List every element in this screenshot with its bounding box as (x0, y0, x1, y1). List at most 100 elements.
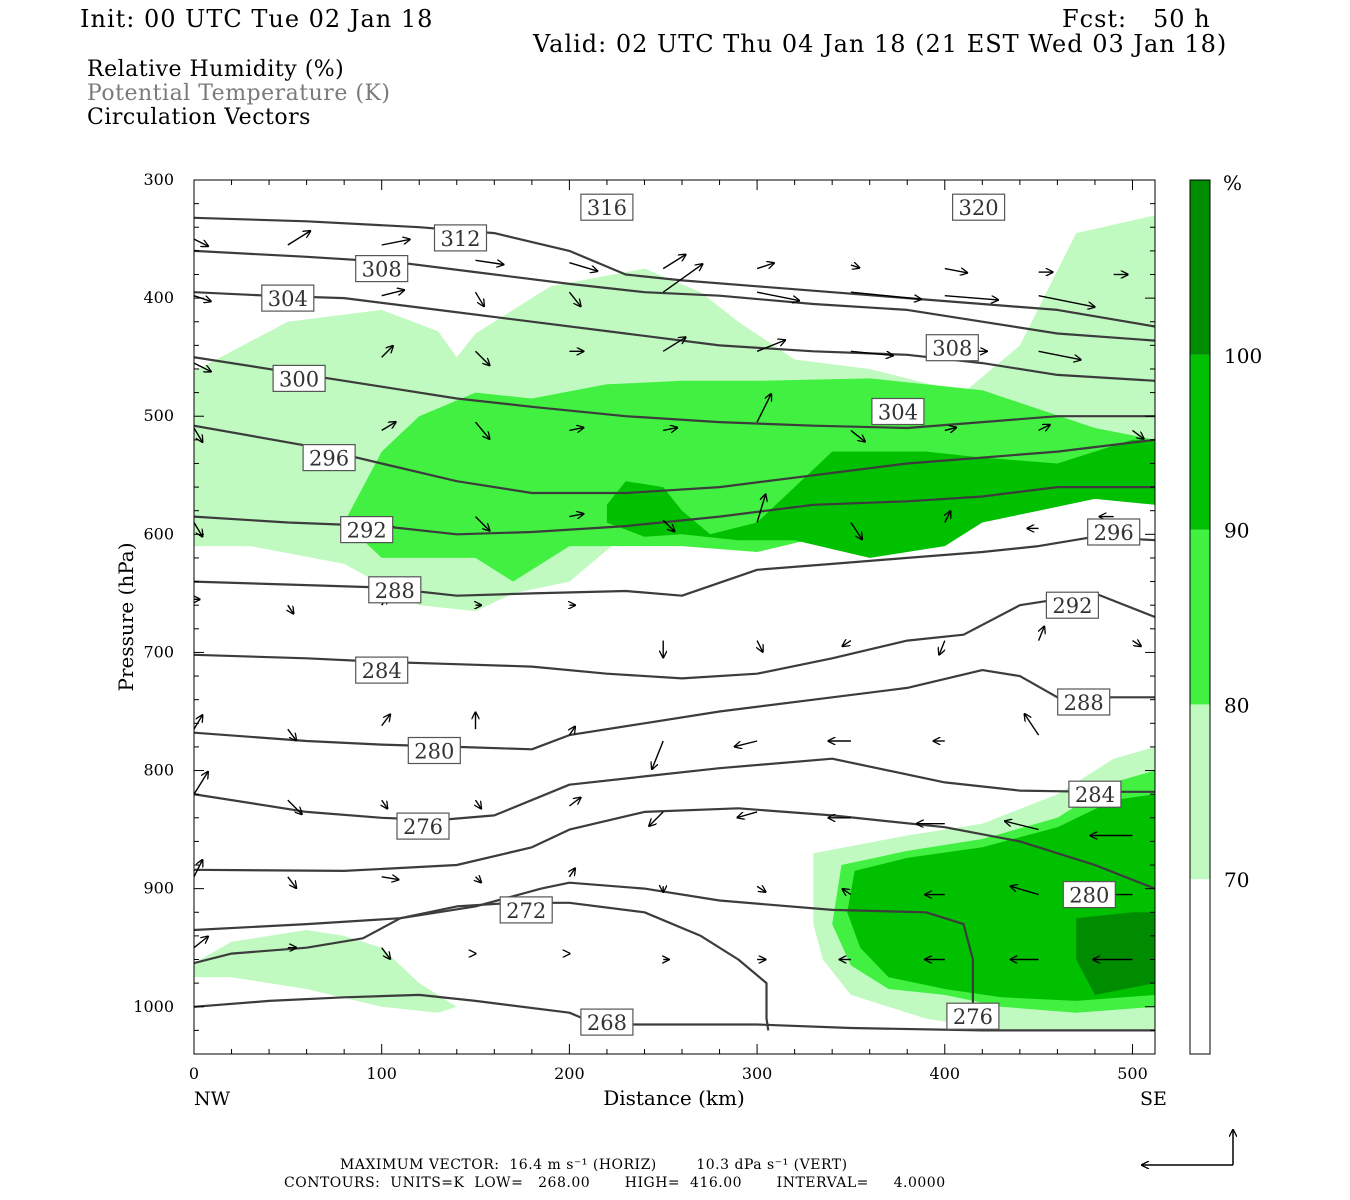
contour-label-box (951, 193, 1006, 221)
circulation-vector (476, 877, 482, 883)
contour-label-text: 272 (506, 899, 546, 923)
theta-contour-312 (194, 291, 1155, 382)
colorbar-segment (1190, 354, 1210, 530)
circulation-vector (1011, 886, 1039, 896)
colorbar-label: 80 (1224, 693, 1249, 717)
contour-label-text: 300 (279, 367, 319, 391)
y-tick-label: 600 (143, 524, 174, 543)
circulation-vector (569, 727, 575, 736)
colorbar-label: 100 (1224, 344, 1262, 368)
x-axis-left-end: NW (194, 1088, 231, 1110)
contour-label-text: 284 (362, 659, 402, 683)
circulation-vector (194, 772, 208, 795)
circulation-vector (381, 346, 393, 358)
contour-label-box (368, 576, 422, 604)
footer-contours: CONTOURS: UNITS=K LOW= 268.00 HIGH= 416.… (284, 1175, 946, 1191)
theta-contour-280 (194, 807, 1155, 890)
contour-label-text: 308 (932, 337, 972, 361)
contour-label: 308 (355, 255, 409, 283)
contour-label: 296 (1087, 518, 1141, 546)
circulation-vector (1038, 350, 1081, 359)
circulation-vector (381, 877, 399, 880)
contour-label-box (355, 255, 409, 283)
contour-label: 280 (407, 736, 461, 765)
contour-label-box (396, 812, 450, 840)
circulation-vector (757, 640, 763, 652)
circulation-vector (843, 641, 852, 647)
contour-label-text: 308 (362, 258, 402, 282)
circulation-vector (850, 350, 893, 355)
contour-label-text: 320 (959, 196, 999, 220)
circulation-vector (474, 291, 484, 306)
theta-contour-284 (194, 757, 1155, 822)
colorbar-segment (1190, 879, 1210, 1054)
contour-label-box (499, 896, 553, 924)
y-tick-label: 400 (143, 288, 174, 307)
valid-time: Valid: 02 UTC Thu 04 Jan 18 (21 EST Wed … (533, 30, 1228, 58)
circulation-vector (194, 427, 202, 442)
contour-label-box (261, 284, 315, 312)
circulation-vector (850, 291, 921, 299)
circulation-vector (194, 937, 208, 949)
circulation-vector (381, 290, 404, 297)
plot-frame (193, 179, 1156, 1055)
circulation-vector (568, 291, 580, 306)
circulation-vector (756, 340, 785, 352)
colorbar-label: 70 (1224, 868, 1249, 892)
y-axis-title: Pressure (hPa) (114, 543, 138, 692)
contour-label-box (1062, 880, 1116, 909)
circulation-vector (568, 798, 580, 807)
contour-label-text: 276 (403, 815, 443, 839)
circulation-vector (850, 522, 862, 540)
circulation-vector (662, 519, 674, 531)
circulation-vector (569, 428, 583, 431)
contour-label-box (946, 1002, 1000, 1030)
circulation-vector (1005, 821, 1039, 831)
rh-region-70 (194, 930, 457, 1013)
circulation-vector (194, 715, 202, 730)
contour-label: 272 (499, 896, 553, 924)
x-tick-label: 500 (1117, 1064, 1148, 1083)
theta-contour-276 (194, 881, 974, 1021)
circulation-vector (475, 350, 490, 365)
contour-label: 300 (272, 364, 326, 392)
circulation-vector (662, 255, 685, 270)
y-tick-label: 700 (143, 642, 174, 661)
circulation-vector (381, 239, 410, 246)
circulation-vector (569, 514, 583, 517)
circulation-vector (381, 715, 390, 727)
contour-label-text: 280 (414, 740, 454, 764)
contour-label-text: 296 (309, 447, 349, 471)
y-tick-label: 500 (143, 406, 174, 425)
circulation-vector (1132, 641, 1141, 647)
x-tick-label: 300 (742, 1064, 773, 1083)
contour-label: 296 (302, 444, 356, 472)
contour-label: 292 (1045, 591, 1100, 619)
circulation-vector (194, 238, 208, 246)
contour-label-text: 304 (878, 401, 918, 425)
circulation-vector (194, 860, 202, 878)
circulation-vector (475, 260, 504, 264)
x-tick-label: 200 (554, 1064, 585, 1083)
x-tick-label: 0 (189, 1064, 199, 1083)
contour-label-text: 304 (268, 287, 308, 311)
circulation-vector (945, 511, 951, 523)
contour-label-box (580, 1008, 634, 1036)
x-tick-label: 400 (930, 1064, 961, 1083)
contour-label-box (580, 193, 634, 221)
contour-label: 312 (433, 224, 488, 252)
circulation-vector (850, 429, 865, 441)
y-tick-label: 300 (143, 170, 174, 189)
contour-label: 276 (396, 812, 450, 840)
circulation-vector (843, 889, 852, 895)
contour-label-box (407, 736, 461, 765)
x-tick-label: 100 (366, 1064, 397, 1083)
contour-label: 316 (580, 193, 634, 221)
circulation-vector (756, 263, 774, 270)
circulation-vector (287, 728, 296, 740)
colorbar-segment (1190, 529, 1210, 705)
contour-label-box (272, 364, 326, 392)
circulation-vector (735, 740, 758, 747)
contour-label-text: 292 (347, 519, 387, 543)
